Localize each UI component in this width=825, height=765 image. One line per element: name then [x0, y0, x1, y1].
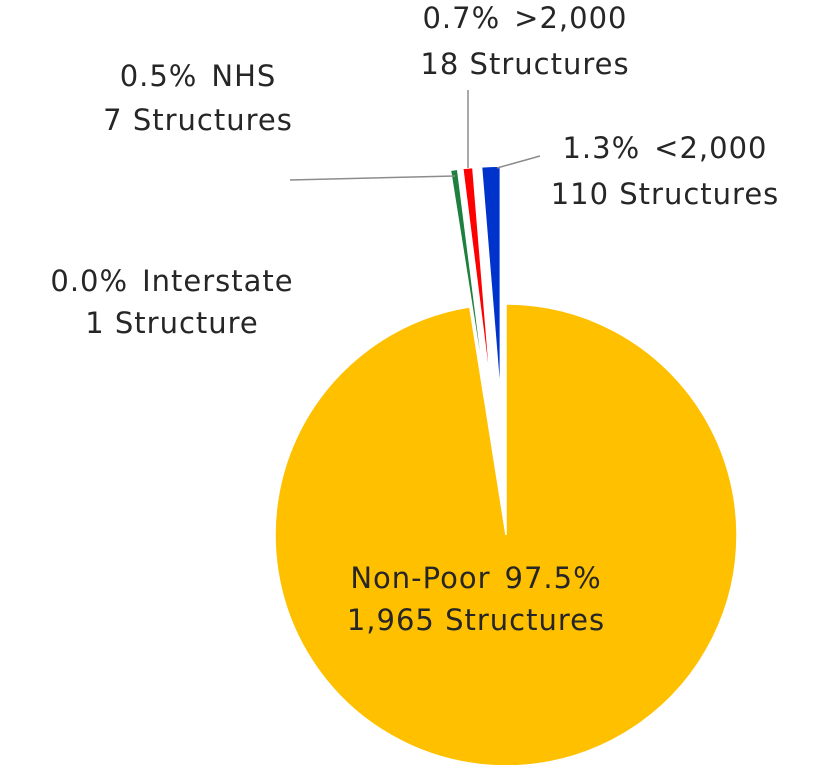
slice-label: 0.0% Interstate [50, 264, 293, 298]
slice-label: Non-Poor 97.5% [350, 561, 601, 595]
count-label: 7 Structures [103, 103, 293, 137]
pie-slice [447, 170, 486, 399]
count-label: 110 Structures [551, 177, 780, 211]
label-part: NHS [211, 59, 276, 93]
label-part: 97.5% [505, 561, 602, 595]
slice-label: 0.5% NHS [120, 59, 277, 93]
leader-line [289, 175, 456, 181]
label-part: Interstate [142, 264, 294, 298]
pie-slice [274, 303, 738, 765]
label-part: Non-Poor [350, 561, 490, 595]
label-part: 1.3% [562, 131, 640, 165]
slice-label: 0.7% >2,000 [422, 1, 627, 35]
slice-label: 1.3% <2,000 [562, 131, 767, 165]
label-part: 0.7% [422, 1, 500, 35]
count-label: 18 Structures [420, 47, 629, 81]
count-label: 1,965 Structures [347, 603, 605, 637]
label-part: 0.5% [120, 59, 198, 93]
count-label: 1 Structure [85, 306, 259, 340]
leader-line [496, 155, 541, 169]
label-part: >2,000 [514, 1, 627, 35]
label-part: 0.0% [50, 264, 128, 298]
label-part: <2,000 [654, 131, 767, 165]
pie-slice [449, 168, 488, 399]
pie-slice [480, 165, 502, 398]
